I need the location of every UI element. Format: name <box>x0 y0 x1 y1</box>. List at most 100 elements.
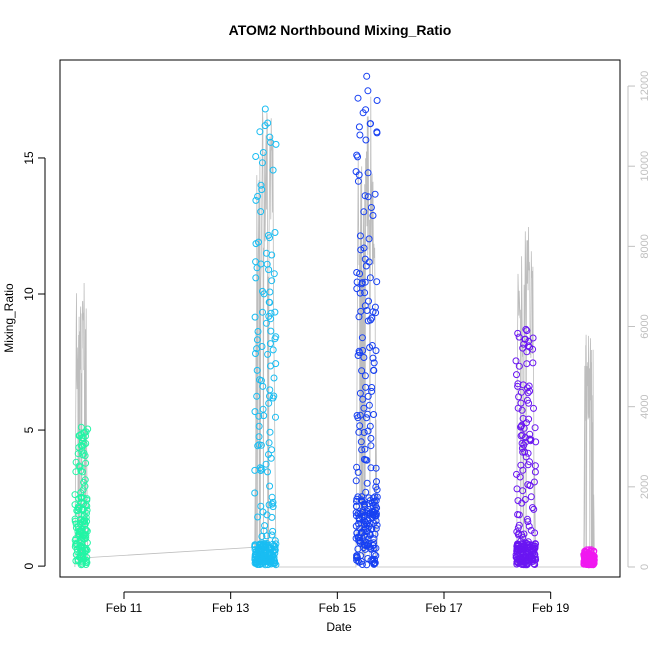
y2-tick-label: 6000 <box>639 314 650 338</box>
data-point <box>363 414 370 422</box>
data-point <box>529 334 537 342</box>
data-point <box>518 439 526 447</box>
data-point <box>271 229 279 236</box>
data-point <box>362 136 370 144</box>
data-point <box>514 511 522 518</box>
data-point <box>517 399 525 407</box>
data-point <box>583 561 591 568</box>
data-point <box>373 129 381 137</box>
data-point <box>370 551 378 558</box>
data-point <box>265 231 272 239</box>
axes-layer: Feb 11 Feb 13 Feb 15 Feb 17 Feb 19 0 5 10 15 0 200… <box>22 71 650 615</box>
data-point <box>83 509 90 517</box>
data-point <box>80 440 88 448</box>
data-point <box>80 517 88 525</box>
data-point <box>265 298 273 306</box>
data-point <box>364 87 372 95</box>
data-point <box>514 524 522 532</box>
data-point <box>530 505 538 513</box>
y-tick-label: 15 <box>22 151 36 165</box>
data-point <box>263 532 271 540</box>
x-tick-label: Feb 17 <box>425 601 463 615</box>
data-point <box>372 347 380 355</box>
data-point <box>365 494 373 502</box>
data-point <box>524 449 532 457</box>
data-point <box>513 470 520 478</box>
data-point <box>257 549 265 557</box>
data-point <box>354 94 362 102</box>
data-point <box>255 412 263 420</box>
data-point <box>518 499 526 507</box>
data-point <box>266 133 274 141</box>
data-point <box>253 345 261 353</box>
data-point <box>361 542 369 549</box>
data-point <box>257 502 265 510</box>
data-point <box>355 515 363 523</box>
data-point <box>270 270 278 278</box>
data-point <box>361 192 369 200</box>
data-point <box>529 504 536 512</box>
data-point <box>352 502 360 510</box>
data-point <box>253 392 261 400</box>
y2-tick-label: 4000 <box>639 394 650 418</box>
chart-title: ATOM2 Northbound Mixing_Ratio <box>229 22 452 38</box>
data-point <box>356 411 364 419</box>
data-point <box>364 169 372 177</box>
data-point <box>523 348 531 356</box>
data-point <box>265 439 273 447</box>
data-point <box>271 308 279 316</box>
series-segment-4 <box>512 325 540 569</box>
data-point <box>365 401 373 409</box>
series-segment-2 <box>251 105 280 569</box>
data-point <box>81 452 89 460</box>
data-point <box>363 72 371 80</box>
data-point <box>356 422 364 430</box>
data-point <box>267 315 275 323</box>
data-point <box>369 494 377 502</box>
data-point <box>75 432 83 440</box>
data-point <box>269 394 277 402</box>
altitude-line <box>74 96 595 568</box>
data-point <box>517 388 525 396</box>
data-point <box>527 548 535 556</box>
y-tick-label: 5 <box>22 426 36 433</box>
data-point <box>260 541 268 549</box>
data-point <box>360 244 368 252</box>
data-point <box>82 556 90 564</box>
data-point <box>272 540 280 548</box>
data-point <box>256 128 264 136</box>
data-point <box>266 482 274 490</box>
data-point <box>585 561 593 569</box>
data-point <box>262 460 270 468</box>
data-point <box>76 519 84 527</box>
data-point <box>253 558 260 566</box>
data-point <box>251 541 259 549</box>
data-point <box>356 270 364 278</box>
data-point <box>271 549 279 557</box>
data-point <box>522 453 530 461</box>
data-point <box>272 413 279 421</box>
data-point <box>83 506 91 514</box>
series-segment-1 <box>71 423 92 569</box>
data-point <box>354 545 362 553</box>
data-point <box>264 468 271 476</box>
data-point <box>361 302 369 310</box>
y2-tick-label: 2000 <box>639 475 650 499</box>
data-point <box>78 442 86 450</box>
data-point <box>521 335 529 343</box>
data-point <box>260 412 268 420</box>
y2-tick-label: 10000 <box>639 151 650 182</box>
data-point <box>75 444 83 451</box>
data-point <box>529 359 537 367</box>
data-point <box>365 297 372 305</box>
data-point <box>363 507 371 515</box>
data-point <box>364 524 372 532</box>
data-point <box>81 535 89 543</box>
data-point <box>525 399 533 407</box>
data-point <box>584 557 592 564</box>
data-point <box>525 382 533 390</box>
data-point <box>365 522 373 530</box>
data-point <box>367 120 374 128</box>
data-point <box>521 448 529 456</box>
